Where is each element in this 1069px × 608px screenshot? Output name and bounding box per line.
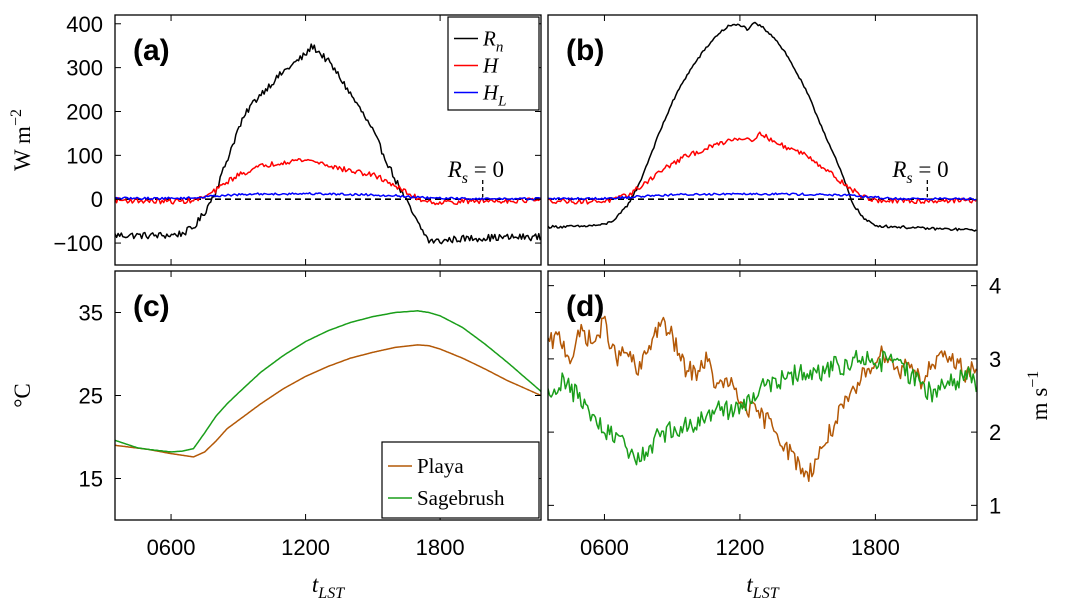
y-tick-label: 25 (79, 384, 103, 409)
x-axis-label: tLST (746, 572, 779, 602)
axes-frame (114, 14, 542, 266)
series-line-h (548, 131, 977, 205)
panel-label: (c) (133, 290, 170, 323)
x-tick-label: 1800 (851, 535, 900, 560)
x-tick-label: 0600 (580, 535, 629, 560)
y-tick-label: 0 (91, 187, 103, 212)
panel-label: (a) (133, 34, 170, 67)
series-line-h-l (115, 191, 541, 201)
panel-b: (b) Rs = 0 (547, 14, 978, 266)
series-line-r-n (548, 21, 977, 232)
x-tick-label: 1800 (416, 535, 465, 560)
legend: Playa Sagebrush (381, 441, 540, 519)
panel-c: 0600 1200 1800 15 25 35 (c) °C tLST Playa Sagebrus… (10, 270, 542, 602)
y-tick-label: 1 (989, 493, 1001, 518)
series-group (548, 21, 977, 232)
series-line-h (115, 157, 541, 206)
x-tick-label: 1200 (281, 535, 330, 560)
series-line-r-n (115, 43, 541, 245)
legend-box (381, 441, 540, 519)
panel-d: 0600 1200 1800 1 2 3 4 (d) m s−1 tLST (547, 270, 1052, 602)
legend-entry: HL (482, 81, 507, 110)
y-tick-label: −100 (53, 231, 103, 256)
legend-entry: H (482, 54, 500, 78)
x-tick-label: 0600 (147, 535, 196, 560)
panel-label: (d) (566, 290, 604, 323)
y-tick-label: 3 (989, 347, 1001, 372)
legend-entry: Rn (482, 27, 503, 56)
y-axis-label: m s−1 (1025, 371, 1052, 421)
panel-label: (b) (566, 34, 604, 67)
y-tick-label: 300 (66, 56, 103, 81)
y-tick-label: 100 (66, 143, 103, 168)
series-group (548, 315, 977, 482)
axes-frame (547, 14, 978, 266)
series-line-sagebrush (548, 349, 977, 466)
legend-entry: Sagebrush (417, 486, 505, 510)
x-tick-label: 1200 (715, 535, 764, 560)
y-tick-label: 4 (989, 274, 1001, 299)
series-line-sagebrush (115, 310, 541, 453)
series-line-playa (115, 344, 541, 458)
series-group (115, 310, 541, 458)
legend-box (447, 16, 540, 111)
y-tick-label: 2 (989, 420, 1001, 445)
annotation-rs: Rs = 0 (447, 157, 504, 187)
annotation-rs: Rs = 0 (891, 157, 948, 187)
x-axis-label: tLST (312, 572, 345, 602)
y-tick-label: 35 (79, 301, 103, 326)
series-group (115, 43, 541, 245)
y-tick-label: 200 (66, 99, 103, 124)
y-axis-label: W m−2 (8, 109, 35, 171)
series-line-playa (548, 315, 977, 482)
y-tick-label: 400 (66, 12, 103, 37)
legend: RnH HL (447, 16, 540, 111)
legend-entry: Playa (417, 454, 464, 478)
y-tick-label: 15 (79, 467, 103, 492)
series-line-h-l (548, 192, 977, 201)
axes-frame (547, 270, 978, 521)
y-axis-label: °C (10, 383, 35, 408)
panel-a: −100 0 100 200 300 400 (a) W m−2 Rs = 0 RnH HL (8, 12, 542, 266)
